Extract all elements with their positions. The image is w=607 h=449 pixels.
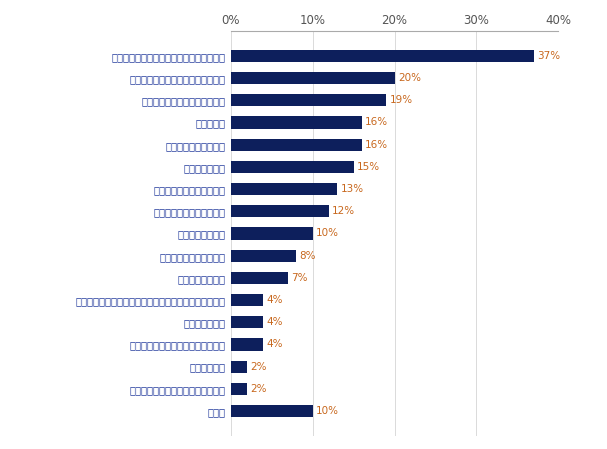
Bar [231,72,395,84]
Bar [231,205,329,217]
Text: 10%: 10% [316,406,339,416]
Text: 2%: 2% [250,384,267,394]
Text: 12%: 12% [332,206,355,216]
Text: 15%: 15% [357,162,380,172]
Text: 16%: 16% [365,140,388,150]
Bar [231,405,313,417]
Text: 4%: 4% [266,317,283,327]
Bar [231,383,247,395]
Text: 19%: 19% [390,95,413,106]
Bar [231,94,387,106]
Bar [231,227,313,240]
Bar [231,361,247,373]
Text: 10%: 10% [316,229,339,238]
Bar [231,272,288,284]
Bar [231,116,362,128]
Text: 13%: 13% [341,184,364,194]
Bar [231,339,263,351]
Text: 4%: 4% [266,339,283,349]
Text: 20%: 20% [398,73,421,83]
Bar [231,294,263,306]
Text: 8%: 8% [299,251,316,261]
Text: 2%: 2% [250,361,267,372]
Text: 37%: 37% [537,51,560,61]
Bar [231,161,354,173]
Text: 16%: 16% [365,118,388,128]
Text: 4%: 4% [266,295,283,305]
Bar [231,183,337,195]
Bar [231,316,263,328]
Bar [231,250,296,262]
Bar [231,139,362,151]
Bar [231,50,534,62]
Text: 7%: 7% [291,273,308,283]
